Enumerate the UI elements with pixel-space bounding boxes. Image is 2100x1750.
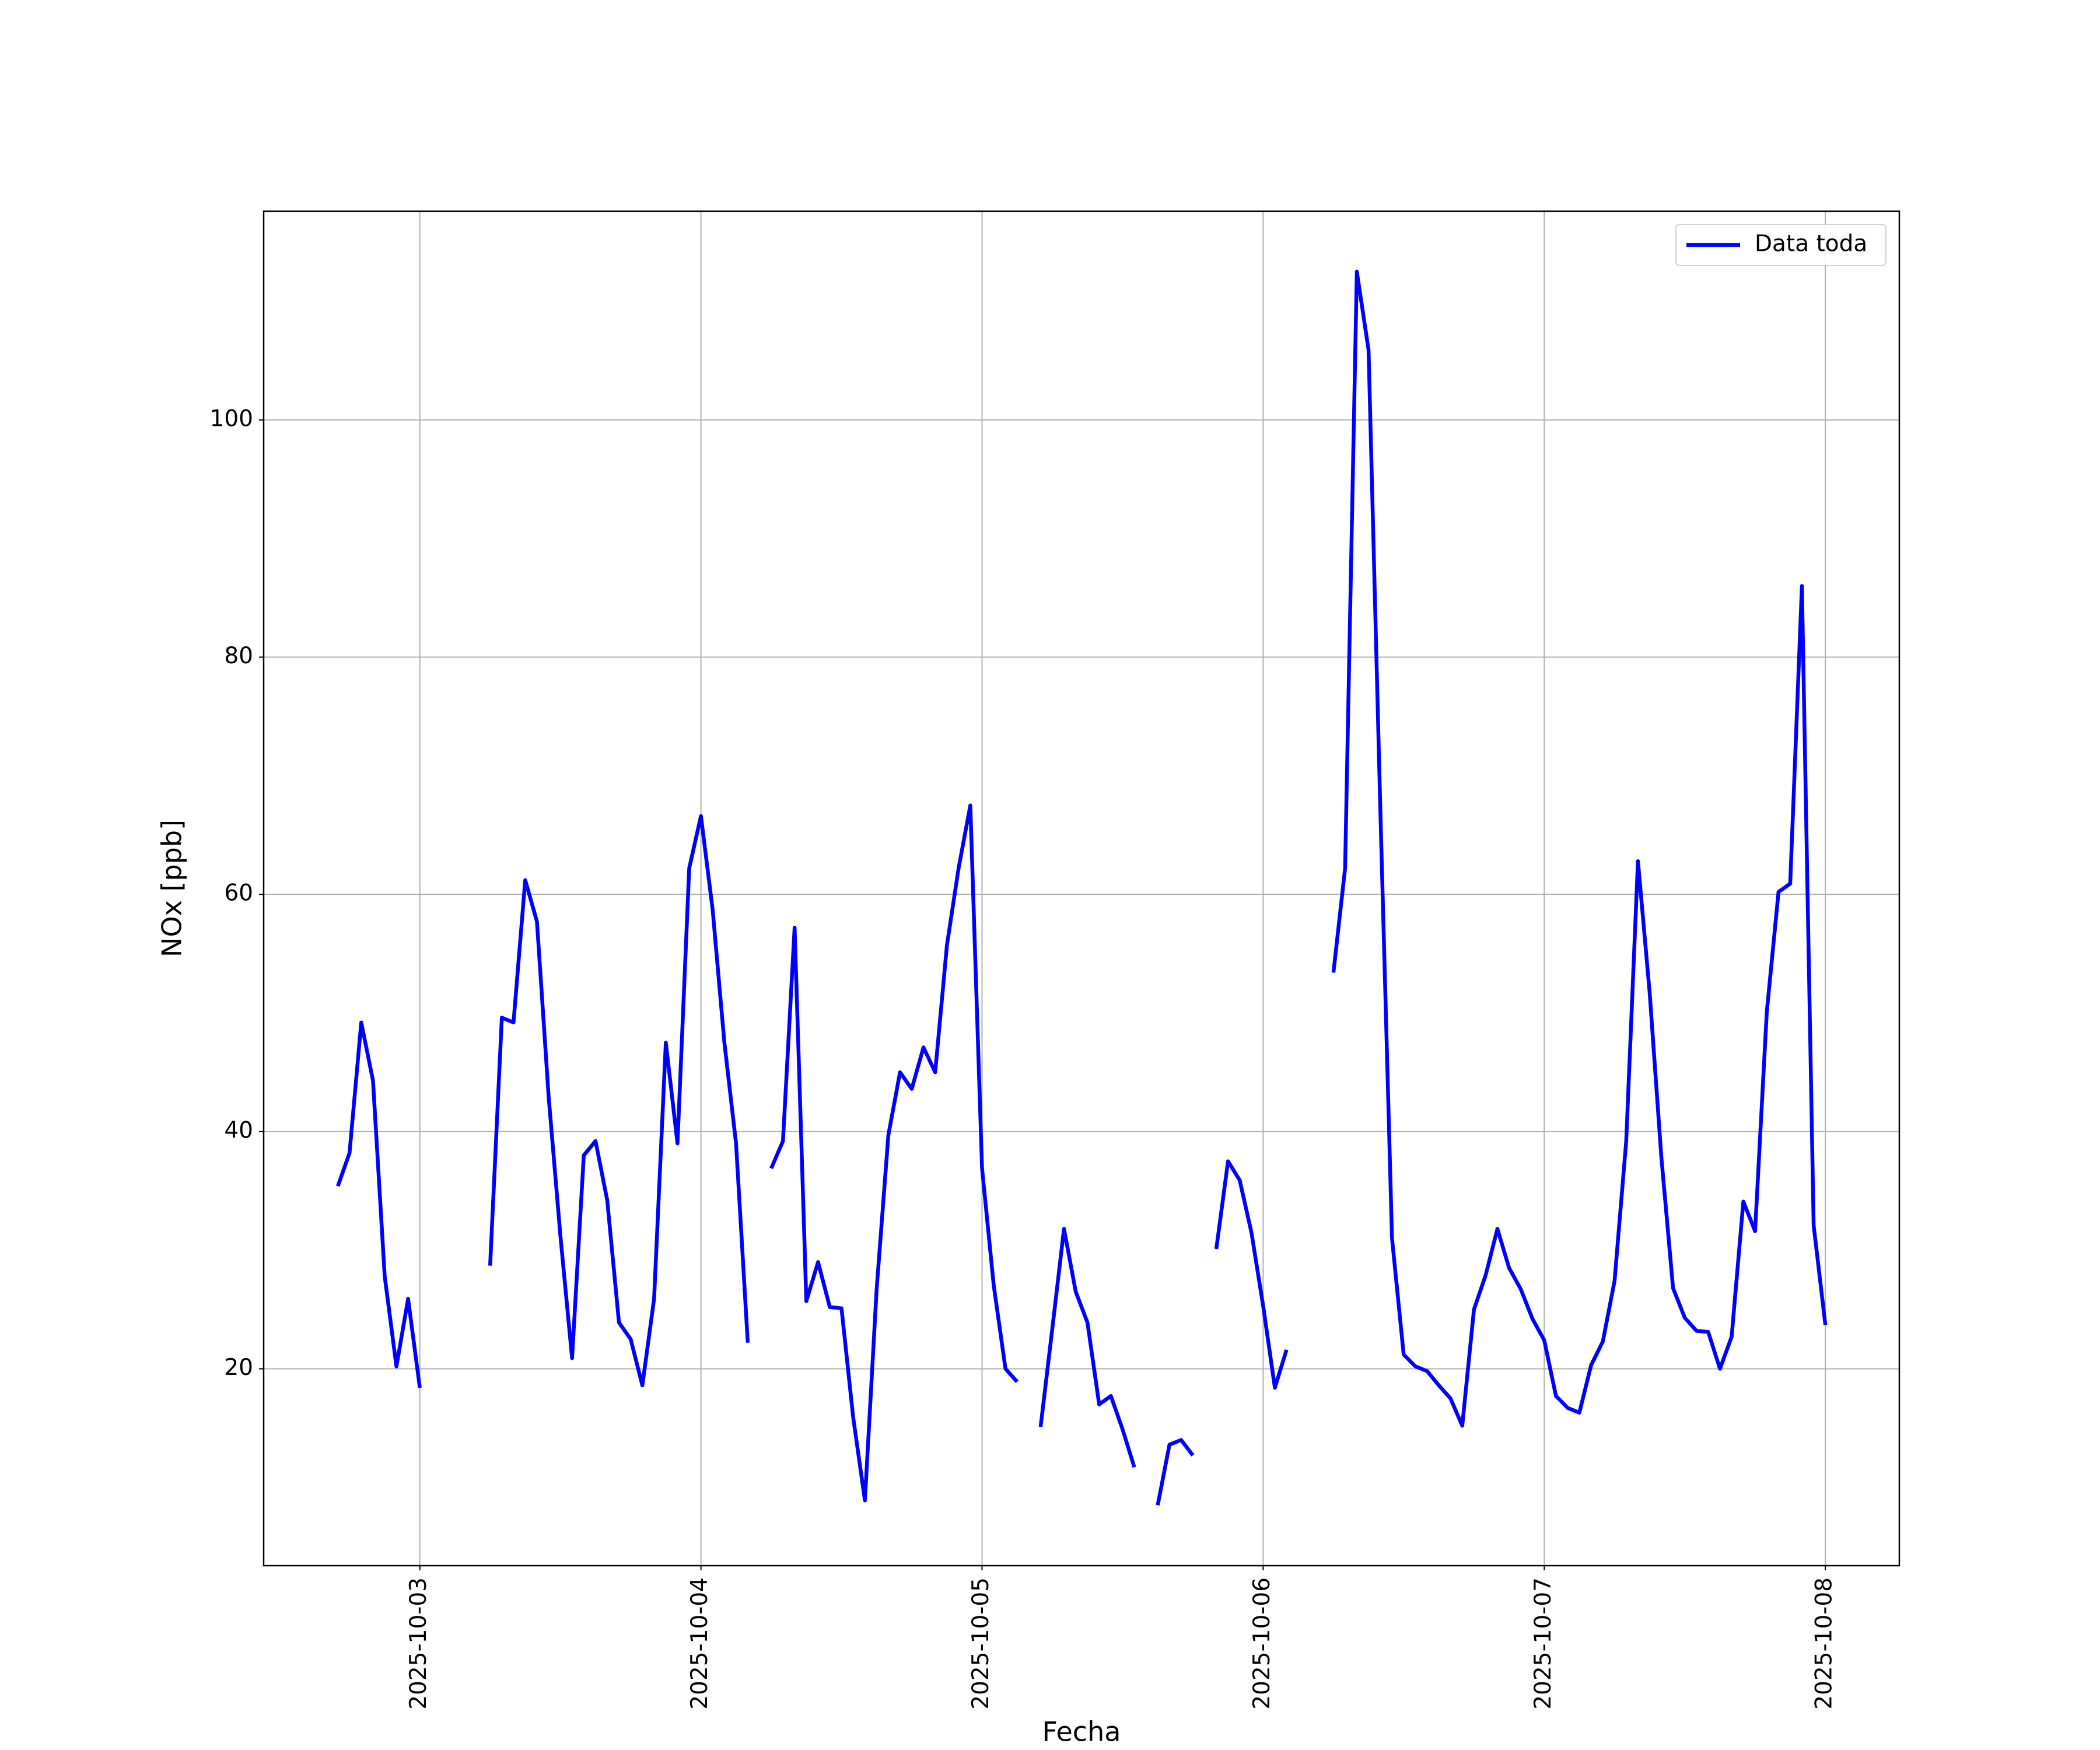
legend-label: Data toda <box>1755 231 1867 257</box>
y-tick-label: 80 <box>224 643 253 669</box>
legend-box <box>1675 224 1887 266</box>
y-tick-label: 100 <box>210 405 253 432</box>
y-axis-label: NOx [ppb] <box>156 820 188 957</box>
plot-frame <box>262 210 1901 1567</box>
y-tick-label: 60 <box>224 880 253 907</box>
x-tick-label: 2025-10-06 <box>1249 1577 1275 1710</box>
data-line <box>336 270 1828 1506</box>
x-tick-label: 2025-10-03 <box>405 1577 432 1710</box>
x-tick-label: 2025-10-04 <box>687 1577 713 1710</box>
y-tick-label: 20 <box>224 1354 253 1381</box>
x-tick-label: 2025-10-05 <box>968 1577 994 1710</box>
y-tick-label: 40 <box>224 1117 253 1143</box>
x-axis-label: Fecha <box>1042 1716 1121 1748</box>
x-tick-label: 2025-10-08 <box>1811 1577 1838 1710</box>
x-tick-label: 2025-10-07 <box>1530 1577 1556 1710</box>
